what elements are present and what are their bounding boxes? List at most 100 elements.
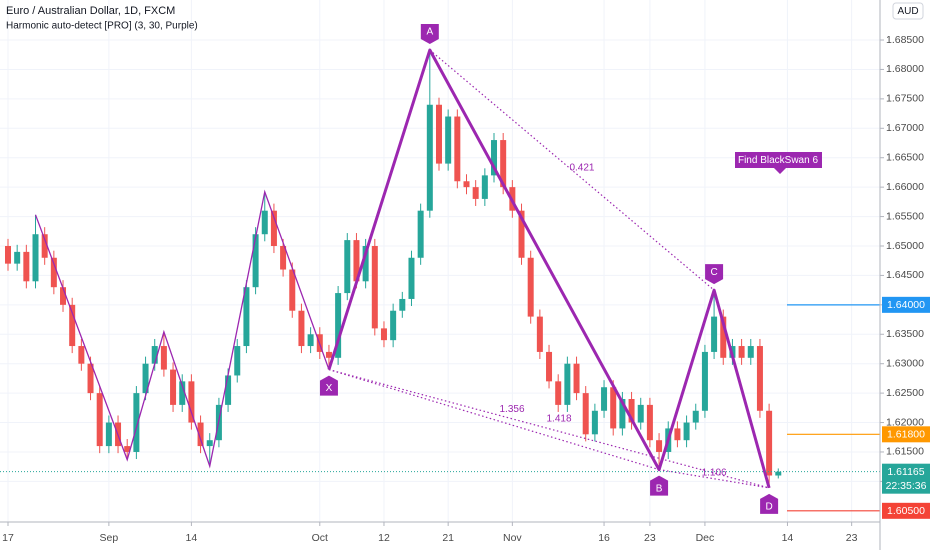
- candle-body: [555, 381, 562, 405]
- button-label: Find BlackSwan 6: [738, 155, 818, 166]
- price-label: 1.64000: [887, 299, 925, 311]
- candle-body: [564, 363, 571, 405]
- chart-title: Euro / Australian Dollar, 1D, FXCM: [6, 5, 175, 17]
- candle-body: [353, 240, 360, 282]
- point-label: X: [326, 383, 333, 394]
- candle-body: [325, 351, 332, 358]
- candle-body: [637, 404, 644, 423]
- candle-body: [619, 399, 626, 429]
- candle-body: [491, 140, 498, 176]
- candle-body: [683, 422, 690, 441]
- candle-body: [426, 104, 433, 211]
- x-tick-label: 21: [442, 532, 454, 544]
- candle-body: [738, 346, 745, 358]
- point-label: B: [656, 483, 663, 494]
- candle-body: [225, 375, 232, 405]
- candle-body: [197, 422, 204, 447]
- indicator-title: Harmonic auto-detect [PRO] (3, 30, Purpl…: [6, 21, 198, 32]
- candle-body: [270, 210, 277, 246]
- candle-body: [362, 245, 369, 282]
- y-tick-label: 1.68500: [886, 34, 924, 46]
- candle-body: [60, 287, 67, 305]
- ratio-label: 0.421: [569, 163, 594, 174]
- candle-body: [32, 234, 39, 282]
- candle-body: [445, 116, 452, 164]
- candle-body: [766, 410, 773, 476]
- point-label: C: [710, 267, 717, 278]
- ratio-label: 1.418: [547, 413, 572, 424]
- candle-body: [454, 116, 461, 182]
- x-tick-label: Oct: [312, 532, 328, 544]
- candle-body: [656, 440, 663, 452]
- candle-body: [674, 428, 681, 441]
- y-tick-label: 1.63500: [886, 328, 924, 340]
- y-tick-label: 1.62000: [886, 416, 924, 428]
- y-tick-label: 1.67000: [886, 122, 924, 134]
- candle-body: [105, 422, 112, 447]
- candle-body: [435, 104, 442, 164]
- candle-body: [335, 293, 342, 358]
- candle-body: [775, 471, 782, 476]
- candle-body: [536, 316, 543, 352]
- ratio-line: [328, 369, 660, 471]
- candle-body: [151, 346, 158, 364]
- x-tick-label: Sep: [100, 532, 119, 544]
- candle-body: [747, 346, 754, 358]
- candle-body: [390, 310, 397, 341]
- candle-body: [527, 257, 534, 317]
- y-tick-label: 1.63000: [886, 357, 924, 369]
- y-tick-label: 1.66000: [886, 181, 924, 193]
- y-tick-label: 1.64500: [886, 269, 924, 281]
- candle-body: [380, 328, 387, 341]
- currency-button[interactable]: [892, 2, 924, 20]
- y-tick-label: 1.65500: [886, 210, 924, 222]
- candle-body: [261, 210, 268, 235]
- candle-body: [124, 446, 131, 452]
- x-tick-label: 23: [644, 532, 656, 544]
- candle-body: [142, 363, 149, 394]
- button[interactable]: [735, 152, 822, 174]
- candle-body: [628, 399, 635, 423]
- x-tick-label: 23: [846, 532, 858, 544]
- x-tick-label: 12: [378, 532, 390, 544]
- candle-body: [463, 181, 470, 188]
- y-tick-label: 1.66500: [886, 151, 924, 163]
- candle-body: [69, 304, 76, 347]
- axes: 1.610001.615001.620001.625001.630001.635…: [2, 34, 930, 544]
- ratio-label: 1.106: [702, 467, 727, 478]
- candle-body: [41, 234, 48, 258]
- x-tick-label: Nov: [503, 532, 522, 544]
- candle-body: [371, 245, 378, 329]
- candle-body: [573, 363, 580, 394]
- point-label-box: [705, 264, 724, 285]
- candle-body: [692, 410, 699, 423]
- point-label: A: [426, 27, 433, 38]
- point-label-box: [650, 475, 669, 496]
- x-tick-label: 17: [2, 532, 14, 544]
- candle-body: [417, 210, 424, 258]
- candle-body: [280, 245, 287, 270]
- candle-body: [298, 310, 305, 347]
- candle-body: [23, 251, 30, 282]
- candle-body: [582, 393, 589, 435]
- candle-body: [179, 381, 186, 405]
- x-tick-label: 16: [598, 532, 610, 544]
- candle-body: [546, 351, 553, 382]
- ratio-line: [658, 469, 770, 489]
- candle-body: [307, 334, 314, 347]
- current-price-label: 1.61165: [887, 466, 924, 478]
- candle-body: [234, 346, 241, 376]
- y-tick-label: 1.61500: [886, 446, 924, 458]
- point-label-box: [420, 24, 439, 45]
- point-label: D: [765, 502, 772, 513]
- candle-body: [344, 240, 351, 294]
- candle-body: [646, 404, 653, 441]
- candle-body: [711, 316, 718, 352]
- candle-body: [160, 346, 167, 370]
- candle-body: [481, 175, 488, 199]
- candle-body: [96, 393, 103, 447]
- currency-label: AUD: [897, 6, 918, 17]
- candle-body: [188, 381, 195, 423]
- price-label: 1.60500: [887, 505, 925, 517]
